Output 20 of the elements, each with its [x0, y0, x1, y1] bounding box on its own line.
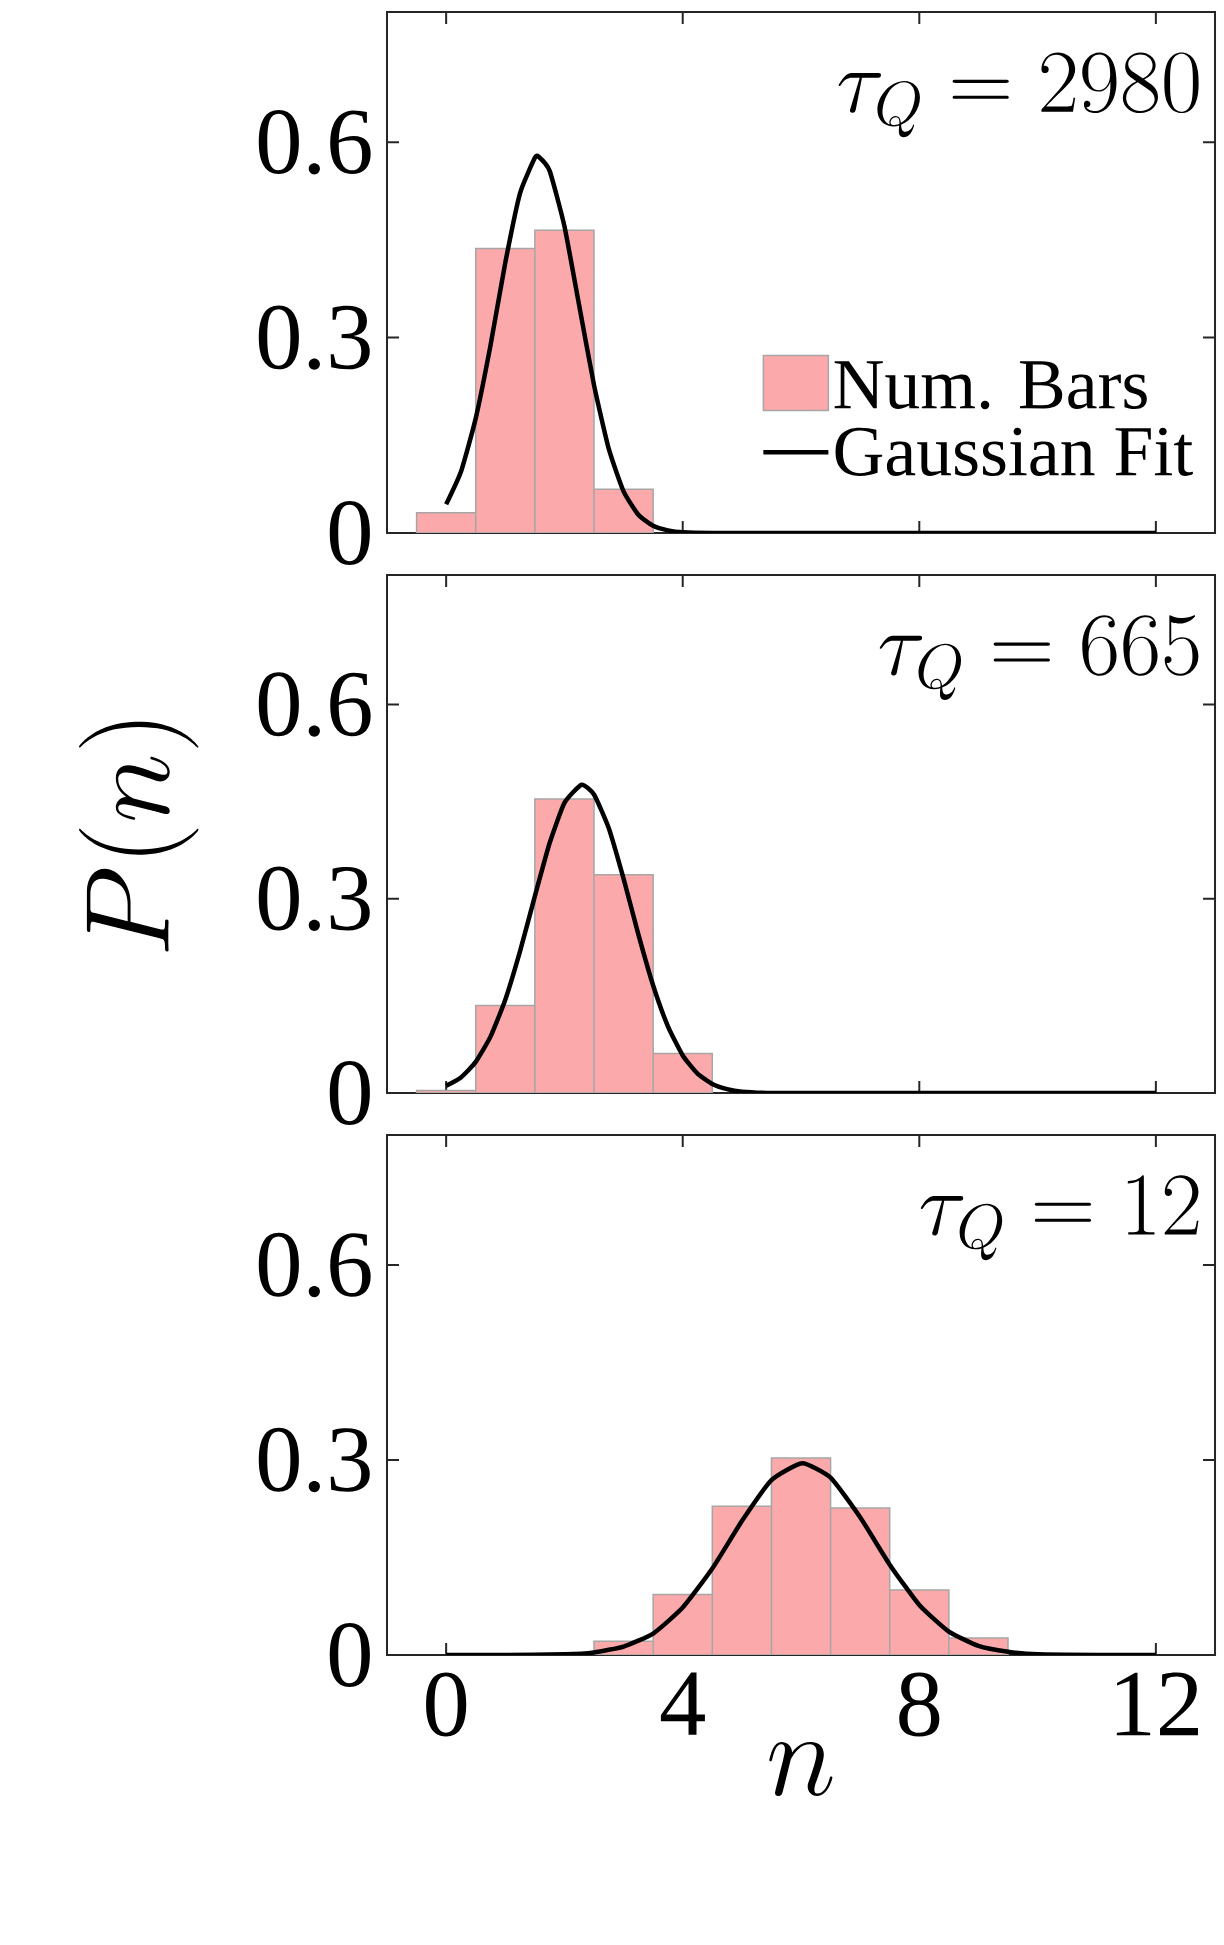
x-axis-title: $n$: [769, 1741, 833, 1796]
y-tick-label: 0.3: [258, 866, 370, 931]
legend-label: Gaussian Fit: [835, 427, 1193, 476]
y-tick-label: 0: [329, 1061, 370, 1125]
x-tick-label: 8: [899, 1672, 940, 1737]
y-tick-label: 0: [329, 501, 370, 565]
y-tick-label: 0.3: [258, 1427, 370, 1493]
annotation: $\tau_Q = 12$: [920, 1175, 1199, 1261]
x-tick-label: 12: [1116, 1672, 1198, 1736]
x-tick-label: 0: [426, 1672, 467, 1737]
y-axis-title: $P(n)$: [79, 721, 199, 952]
x-tick-label: 4: [660, 1672, 705, 1735]
legend-label: Num. Bars: [834, 361, 1147, 410]
y-tick-label: 0.6: [258, 110, 371, 175]
y-tick-label: 0.6: [258, 672, 371, 737]
y-tick-label: 0.6: [258, 1232, 371, 1298]
y-tick-label: 0.3: [258, 305, 370, 370]
annotation: $\tau_Q = 2980$: [838, 52, 1199, 138]
annotation: $\tau_Q = 665$: [879, 615, 1199, 701]
y-tick-label: 0: [329, 1623, 370, 1687]
